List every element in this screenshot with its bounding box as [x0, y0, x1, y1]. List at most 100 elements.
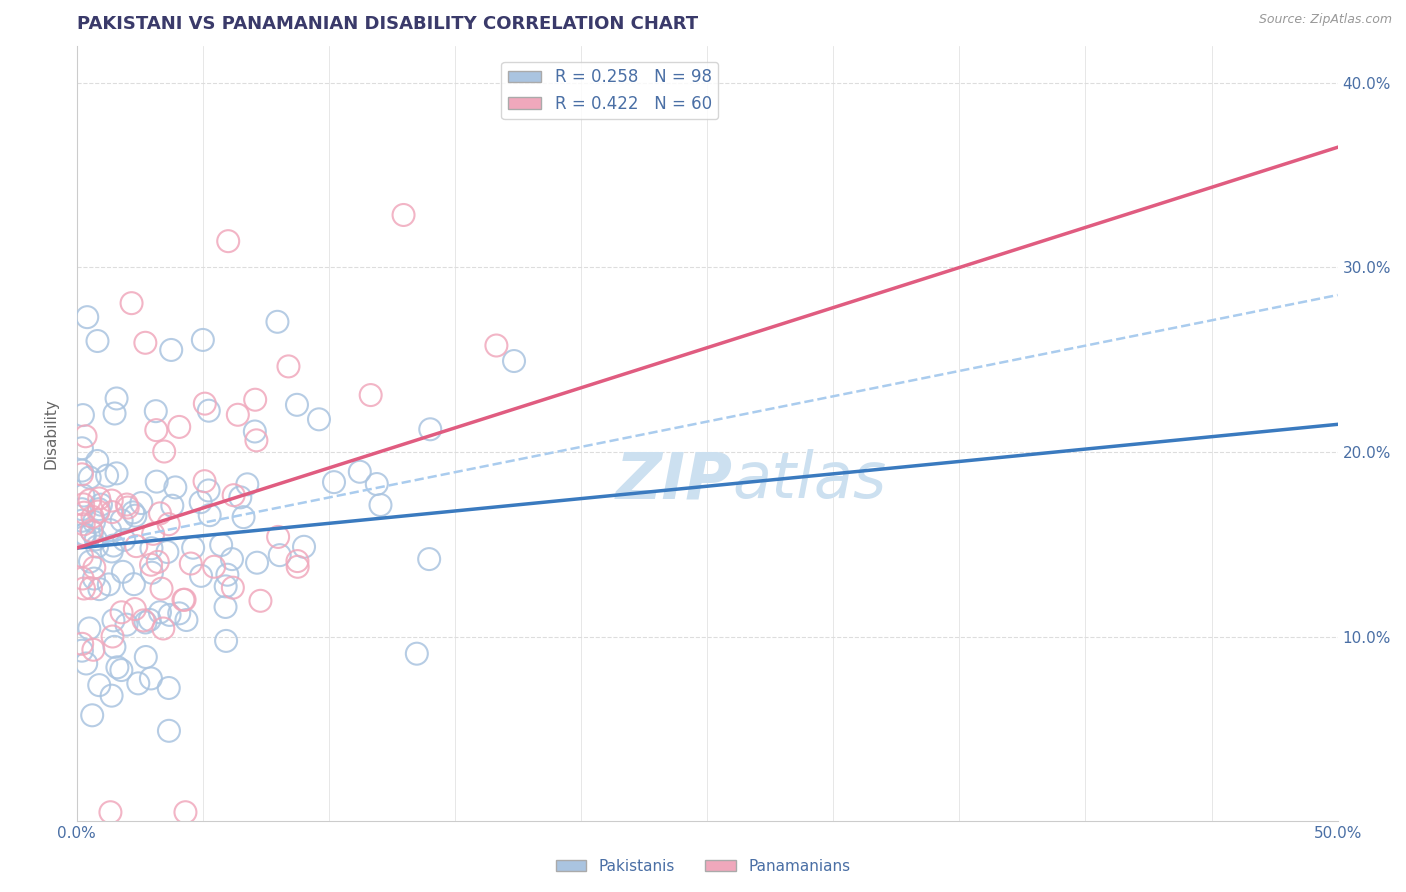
- Point: [292, 540, 315, 554]
- Point: [145, 475, 167, 489]
- Text: ZIP: ZIP: [616, 449, 733, 511]
- Point: [112, 533, 135, 547]
- Point: [87, 504, 110, 518]
- Legend: R = 0.258   N = 98, R = 0.422   N = 60: R = 0.258 N = 98, R = 0.422 N = 60: [502, 62, 718, 120]
- Point: [73, 582, 96, 596]
- Point: [172, 592, 194, 607]
- Point: [90, 498, 112, 512]
- Point: [82, 708, 104, 723]
- Point: [214, 599, 236, 614]
- Point: [246, 556, 269, 570]
- Point: [323, 475, 346, 490]
- Point: [72, 527, 94, 541]
- Point: [83, 572, 105, 586]
- Point: [72, 572, 94, 586]
- Point: [115, 617, 138, 632]
- Point: [105, 660, 128, 674]
- Point: [197, 403, 219, 417]
- Point: [111, 513, 134, 527]
- Point: [198, 508, 221, 523]
- Point: [82, 509, 104, 524]
- Point: [87, 502, 110, 516]
- Point: [285, 398, 308, 412]
- Point: [73, 527, 96, 541]
- Point: [79, 622, 101, 636]
- Point: [110, 663, 132, 677]
- Point: [79, 470, 101, 484]
- Point: [80, 524, 103, 538]
- Point: [89, 582, 111, 596]
- Point: [236, 477, 259, 491]
- Point: [70, 502, 93, 516]
- Point: [72, 497, 94, 511]
- Point: [249, 594, 271, 608]
- Point: [266, 315, 288, 329]
- Point: [503, 354, 526, 368]
- Point: [222, 581, 245, 595]
- Point: [419, 422, 441, 436]
- Point: [370, 498, 392, 512]
- Point: [124, 602, 146, 616]
- Point: [190, 569, 212, 583]
- Point: [103, 407, 125, 421]
- Point: [197, 483, 219, 498]
- Point: [124, 508, 146, 523]
- Point: [485, 338, 508, 352]
- Point: [146, 555, 169, 569]
- Point: [150, 582, 173, 596]
- Point: [149, 507, 172, 521]
- Point: [100, 805, 122, 820]
- Point: [366, 477, 388, 491]
- Point: [84, 533, 107, 547]
- Y-axis label: Disability: Disability: [44, 398, 58, 469]
- Point: [141, 566, 163, 580]
- Point: [209, 538, 232, 552]
- Point: [135, 615, 157, 630]
- Point: [142, 526, 165, 541]
- Point: [153, 444, 176, 458]
- Point: [139, 558, 162, 572]
- Point: [82, 642, 104, 657]
- Point: [135, 650, 157, 665]
- Point: [105, 467, 128, 481]
- Point: [100, 689, 122, 703]
- Point: [89, 491, 111, 506]
- Point: [75, 429, 97, 443]
- Point: [167, 420, 190, 434]
- Point: [127, 676, 149, 690]
- Point: [70, 549, 93, 563]
- Point: [349, 465, 371, 479]
- Point: [125, 539, 148, 553]
- Text: PAKISTANI VS PANAMANIAN DISABILITY CORRELATION CHART: PAKISTANI VS PANAMANIAN DISABILITY CORRE…: [77, 15, 697, 33]
- Point: [86, 334, 108, 348]
- Point: [160, 343, 183, 357]
- Point: [217, 567, 239, 582]
- Point: [174, 805, 197, 820]
- Point: [110, 605, 132, 619]
- Point: [75, 657, 97, 671]
- Point: [134, 335, 156, 350]
- Point: [79, 555, 101, 569]
- Point: [243, 425, 266, 439]
- Point: [122, 577, 145, 591]
- Point: [83, 560, 105, 574]
- Point: [96, 468, 118, 483]
- Point: [80, 524, 103, 539]
- Point: [232, 510, 254, 524]
- Point: [86, 454, 108, 468]
- Point: [121, 296, 143, 310]
- Point: [167, 607, 190, 621]
- Point: [138, 613, 160, 627]
- Point: [70, 514, 93, 528]
- Point: [214, 579, 236, 593]
- Point: [229, 491, 252, 505]
- Point: [193, 474, 215, 488]
- Point: [103, 614, 125, 628]
- Point: [226, 408, 249, 422]
- Point: [215, 634, 238, 648]
- Point: [101, 505, 124, 519]
- Point: [243, 392, 266, 407]
- Point: [131, 496, 153, 510]
- Point: [72, 489, 94, 503]
- Point: [139, 672, 162, 686]
